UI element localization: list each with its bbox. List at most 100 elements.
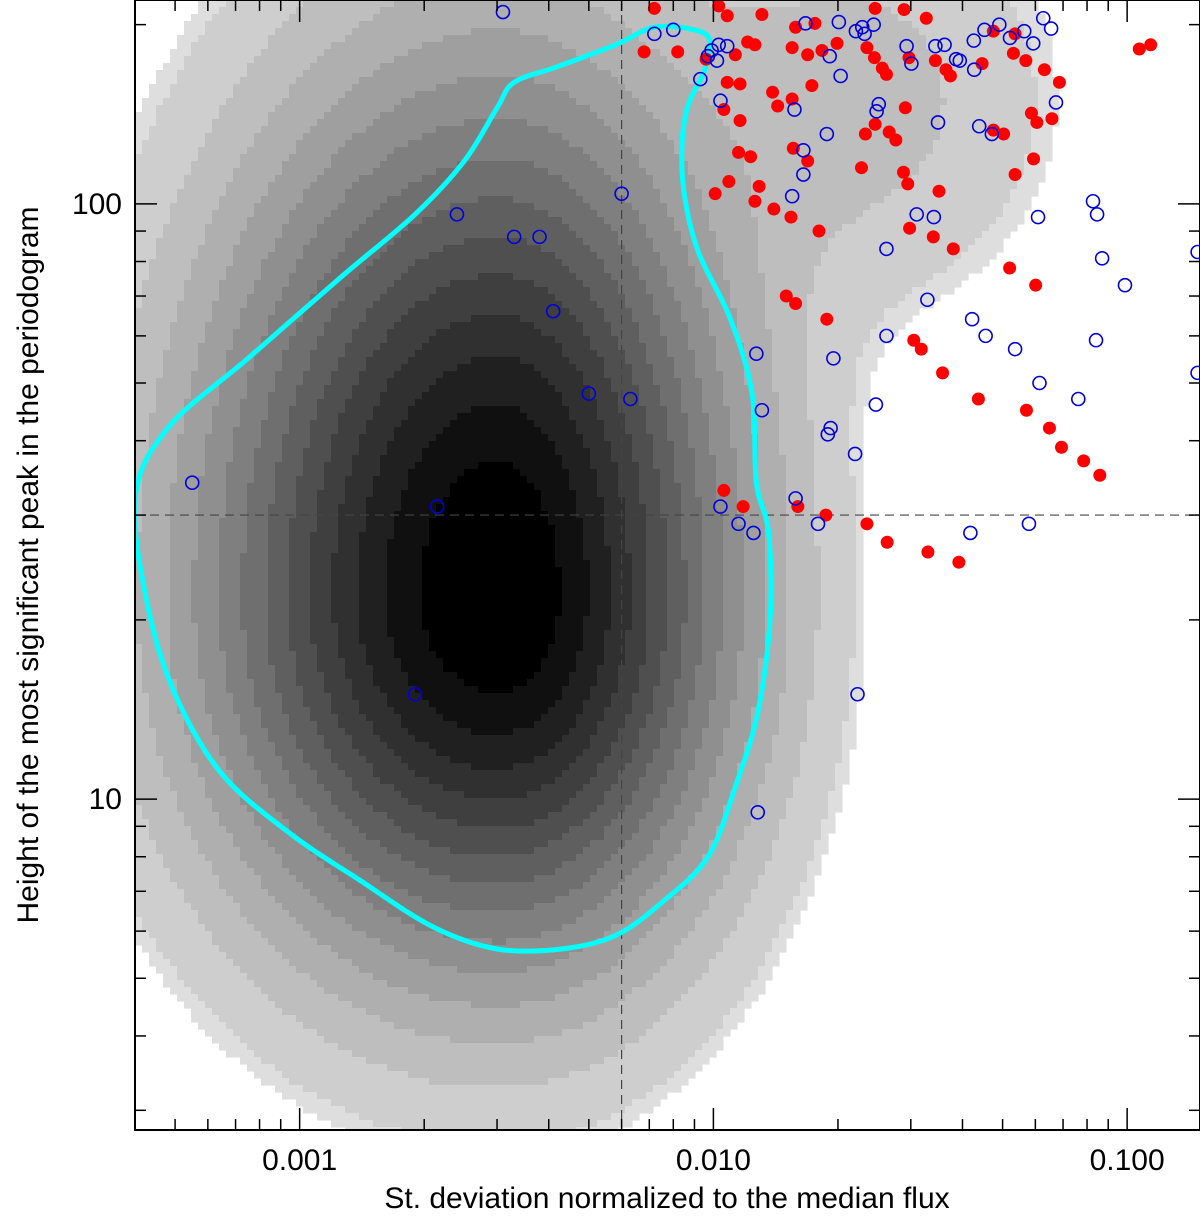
density-cell <box>163 581 171 589</box>
density-cell <box>303 497 311 505</box>
density-cell <box>142 182 150 190</box>
density-cell <box>254 287 262 295</box>
density-cell <box>191 756 199 764</box>
density-cell <box>170 497 178 505</box>
density-cell <box>191 777 199 785</box>
density-cell <box>268 98 276 106</box>
density-cell <box>177 49 185 57</box>
density-cell <box>198 518 206 526</box>
density-cell <box>142 343 150 351</box>
density-cell <box>317 868 325 876</box>
density-cell <box>317 462 325 470</box>
density-cell <box>282 945 290 953</box>
density-cell <box>331 28 339 36</box>
density-cell <box>275 1064 283 1072</box>
density-cell <box>212 630 220 638</box>
density-cell <box>261 462 269 470</box>
density-cell <box>275 623 283 631</box>
density-cell <box>233 112 241 120</box>
density-cell <box>247 91 255 99</box>
density-cell <box>324 826 332 834</box>
density-cell <box>296 35 304 43</box>
density-cell <box>240 14 248 22</box>
density-cell <box>149 154 157 162</box>
density-cell <box>198 812 206 820</box>
density-cell <box>226 658 234 666</box>
density-cell <box>226 252 234 260</box>
density-cell <box>317 1022 325 1030</box>
density-cell <box>268 189 276 197</box>
density-cell <box>177 567 185 575</box>
density-cell <box>149 805 157 813</box>
density-cell <box>177 210 185 218</box>
density-cell <box>156 252 164 260</box>
density-cell <box>142 868 150 876</box>
density-cell <box>331 651 339 659</box>
density-cell <box>226 819 234 827</box>
density-cell <box>268 1015 276 1023</box>
density-cell <box>156 931 164 939</box>
density-cell <box>317 812 325 820</box>
density-cell <box>205 70 213 78</box>
density-cell <box>184 861 192 869</box>
density-cell <box>156 259 164 267</box>
density-cell <box>254 994 262 1002</box>
density-cell <box>247 0 255 8</box>
density-cell <box>135 182 143 190</box>
density-cell <box>310 462 318 470</box>
density-cell <box>177 805 185 813</box>
density-cell <box>135 252 143 260</box>
density-cell <box>149 595 157 603</box>
density-cell <box>219 476 227 484</box>
density-cell <box>233 161 241 169</box>
density-cell <box>212 833 220 841</box>
density-cell <box>198 854 206 862</box>
density-cell <box>212 784 220 792</box>
density-cell <box>233 994 241 1002</box>
density-cell <box>142 196 150 204</box>
density-cell <box>163 868 171 876</box>
density-cell <box>163 763 171 771</box>
density-cell <box>261 189 269 197</box>
density-cell <box>191 812 199 820</box>
density-cell <box>261 280 269 288</box>
density-cell <box>191 693 199 701</box>
density-cell <box>296 343 304 351</box>
density-cell <box>324 49 332 57</box>
density-cell <box>310 1022 318 1030</box>
density-cell <box>184 56 192 64</box>
density-cell <box>289 847 297 855</box>
density-cell <box>254 707 262 715</box>
density-cell <box>240 889 248 897</box>
density-cell <box>275 861 283 869</box>
density-cell <box>198 28 206 36</box>
density-cell <box>254 406 262 414</box>
density-cell <box>240 868 248 876</box>
density-cell <box>226 427 234 435</box>
density-cell <box>170 518 178 526</box>
density-cell <box>282 294 290 302</box>
density-cell <box>135 875 143 883</box>
density-cell <box>142 896 150 904</box>
density-cell <box>247 14 255 22</box>
density-cell <box>226 280 234 288</box>
density-cell <box>184 518 192 526</box>
density-cell <box>142 252 150 260</box>
density-cell <box>310 903 318 911</box>
density-cell <box>338 903 346 911</box>
density-cell <box>282 847 290 855</box>
density-cell <box>240 539 248 547</box>
density-cell <box>233 980 241 988</box>
density-cell <box>184 224 192 232</box>
density-cell <box>212 623 220 631</box>
density-cell <box>156 476 164 484</box>
density-cell <box>191 686 199 694</box>
density-cell <box>156 854 164 862</box>
density-cell <box>324 91 332 99</box>
density-cell <box>275 448 283 456</box>
density-cell <box>212 980 220 988</box>
density-cell <box>338 406 346 414</box>
density-cell <box>219 560 227 568</box>
density-cell <box>331 371 339 379</box>
density-cell <box>191 259 199 267</box>
